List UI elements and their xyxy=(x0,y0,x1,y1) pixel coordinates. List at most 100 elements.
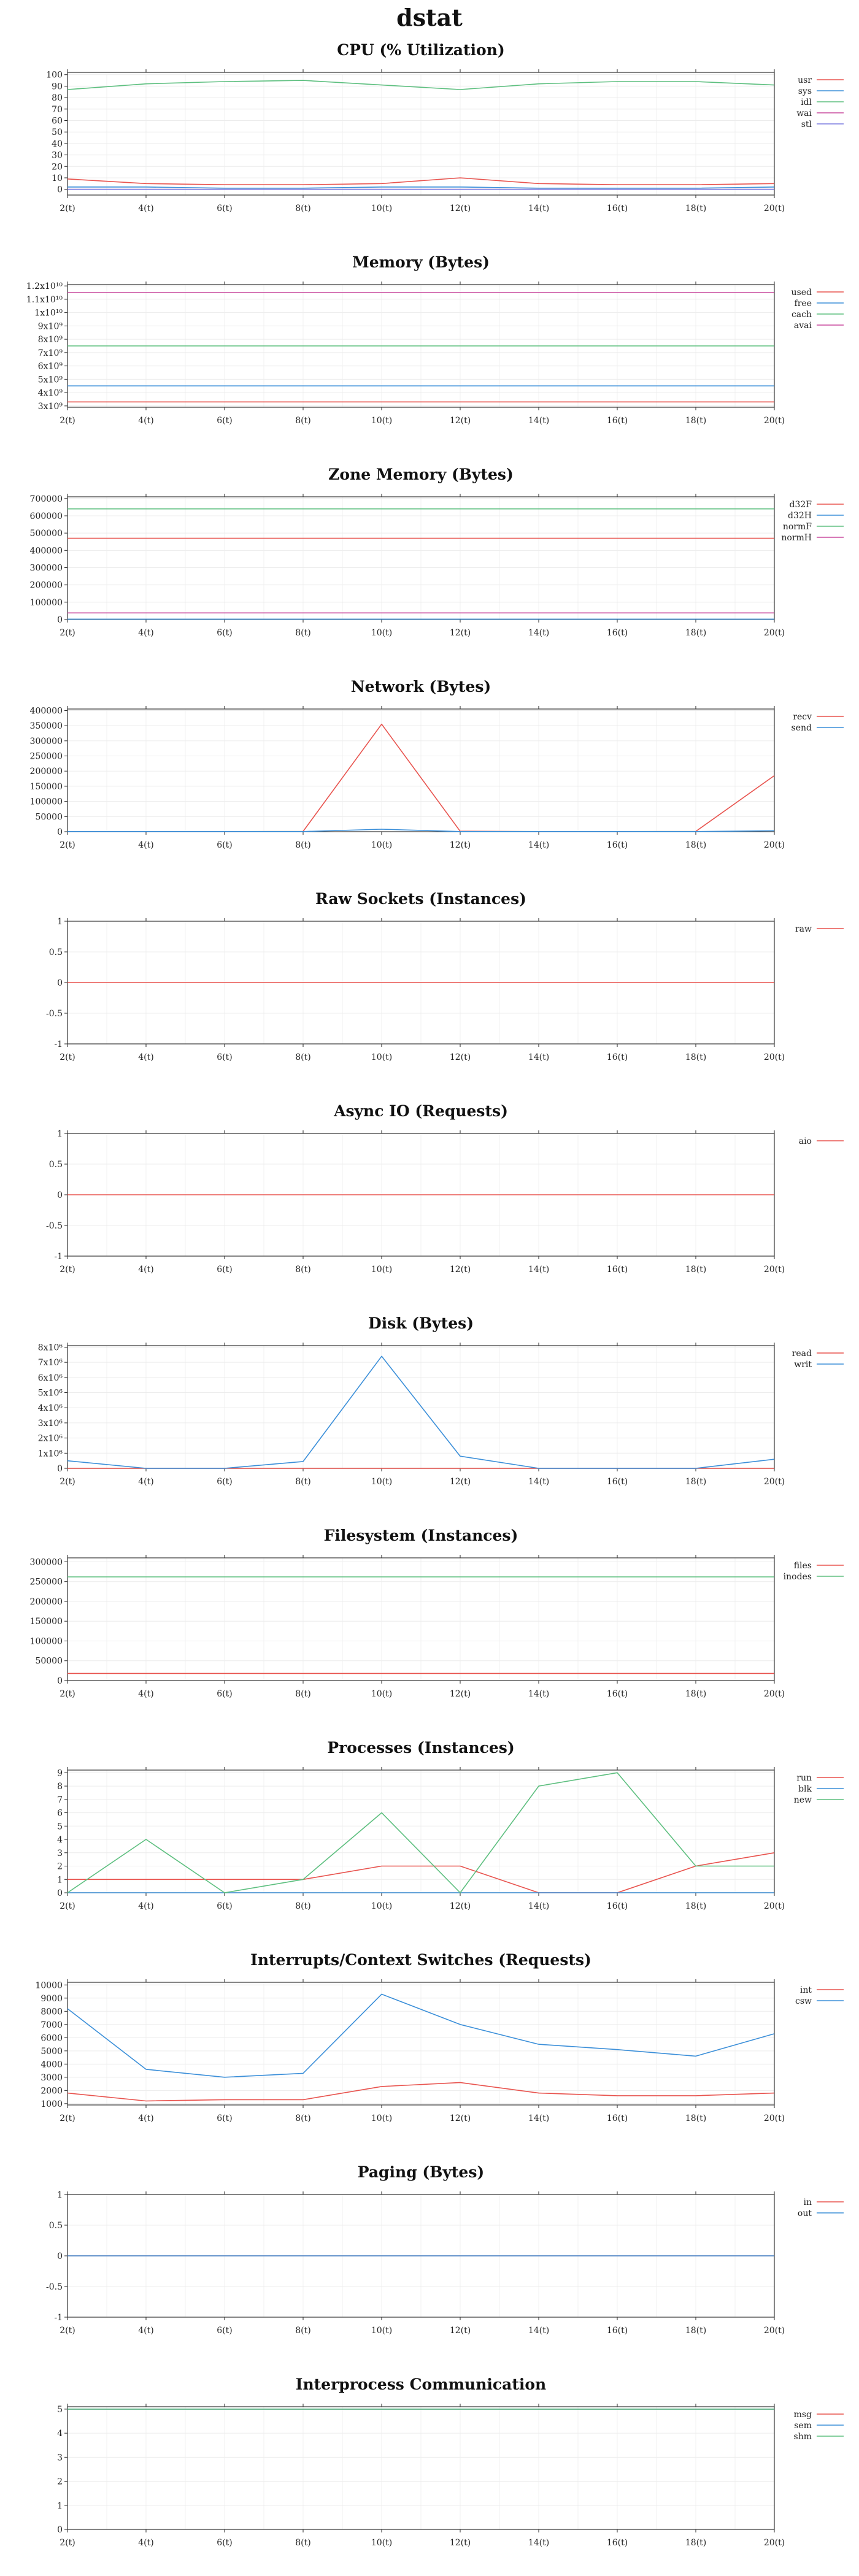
y-tick-label: 5x10⁶ xyxy=(38,1389,63,1398)
y-tick-label: 3 xyxy=(57,1849,63,1858)
page-title: dstat xyxy=(396,4,463,31)
x-tick-label: 20(t) xyxy=(764,416,785,426)
legend-label-aio: aio xyxy=(799,1137,812,1146)
x-tick-label: 4(t) xyxy=(138,2538,153,2548)
y-tick-label: -0.5 xyxy=(46,1221,63,1231)
x-tick-label: 4(t) xyxy=(138,204,153,213)
y-tick-label: 2000 xyxy=(40,2086,63,2096)
y-tick-label: 1 xyxy=(57,2501,63,2511)
y-tick-label: 7x10⁶ xyxy=(38,1358,63,1368)
series-line-new xyxy=(67,1772,774,1893)
plot-frame xyxy=(67,708,775,832)
x-tick-label: 6(t) xyxy=(217,1052,232,1062)
y-tick-label: 100000 xyxy=(30,797,63,807)
charts-container: CPU (% Utilization)010203040506070809010… xyxy=(26,41,844,2548)
y-tick-label: 4000 xyxy=(40,2060,63,2069)
y-tick-label: 40 xyxy=(52,139,63,149)
legend-label-inodes: inodes xyxy=(784,1572,812,1582)
y-tick-label: 3x10⁹ xyxy=(38,402,63,412)
x-tick-label: 8(t) xyxy=(295,1265,310,1275)
y-tick-label: 4 xyxy=(57,1835,63,1845)
x-tick-label: 16(t) xyxy=(607,2538,628,2548)
plot-frame xyxy=(67,72,775,196)
x-tick-label: 10(t) xyxy=(371,1477,392,1487)
y-tick-label: 50000 xyxy=(35,1657,63,1666)
x-tick-label: 14(t) xyxy=(528,2326,549,2336)
x-tick-label: 16(t) xyxy=(607,2326,628,2336)
y-tick-label: 9 xyxy=(57,1768,63,1778)
x-tick-label: 18(t) xyxy=(685,2538,706,2548)
y-tick-label: 80 xyxy=(52,93,63,103)
x-tick-label: 2(t) xyxy=(60,204,75,213)
y-tick-label: 10000 xyxy=(35,1980,63,1990)
y-tick-label: 5 xyxy=(57,2405,63,2415)
x-tick-label: 6(t) xyxy=(217,1477,232,1487)
x-tick-label: 18(t) xyxy=(685,2114,706,2123)
legend-label-read: read xyxy=(792,1349,812,1359)
legend-label-normF: normF xyxy=(783,522,812,532)
x-tick-label: 10(t) xyxy=(371,1265,392,1275)
y-tick-label: 250000 xyxy=(30,752,63,762)
y-tick-label: 8x10⁶ xyxy=(38,1343,63,1352)
y-tick-label: 60 xyxy=(52,117,63,126)
y-tick-label: 300000 xyxy=(30,1557,63,1567)
x-tick-label: 12(t) xyxy=(450,2326,471,2336)
chart-title: Memory (Bytes) xyxy=(352,253,490,271)
x-tick-label: 2(t) xyxy=(60,1901,75,1911)
x-tick-label: 2(t) xyxy=(60,416,75,426)
x-tick-label: 10(t) xyxy=(371,840,392,850)
x-tick-label: 20(t) xyxy=(764,2114,785,2123)
x-tick-label: 4(t) xyxy=(138,840,153,850)
x-tick-label: 12(t) xyxy=(450,2538,471,2548)
chart-title: Interprocess Communication xyxy=(296,2375,546,2393)
y-tick-label: 3000 xyxy=(40,2073,63,2083)
x-tick-label: 16(t) xyxy=(607,2114,628,2123)
x-tick-label: 6(t) xyxy=(217,2114,232,2123)
x-tick-label: 2(t) xyxy=(60,1477,75,1487)
chart-title: Async IO (Requests) xyxy=(333,1102,508,1120)
legend-label-wai: wai xyxy=(796,109,812,118)
y-tick-label: 100000 xyxy=(30,598,63,608)
y-tick-label: 150000 xyxy=(30,782,63,792)
y-tick-label: 100000 xyxy=(30,1636,63,1646)
chart-10: Paging (Bytes)-1-0.500.512(t) 4(t) 6(t) 8(t… xyxy=(46,2163,844,2336)
x-tick-label: 16(t) xyxy=(607,840,628,850)
x-tick-label: 6(t) xyxy=(217,2326,232,2336)
chart-0: CPU (% Utilization)010203040506070809010… xyxy=(46,41,844,213)
y-tick-label: 0 xyxy=(57,827,63,837)
x-tick-label: 6(t) xyxy=(217,1265,232,1275)
legend-label-d32H: d32H xyxy=(788,511,812,521)
chart-title: Raw Sockets (Instances) xyxy=(315,890,526,908)
chart-title: Filesystem (Instances) xyxy=(324,1527,518,1544)
chart-4: Raw Sockets (Instances)-1-0.500.512(t) 4(… xyxy=(46,890,844,1062)
y-tick-label: 8000 xyxy=(40,2007,63,2017)
legend-label-usr: usr xyxy=(798,75,812,85)
legend-label-sem: sem xyxy=(794,2421,812,2431)
x-tick-label: 8(t) xyxy=(295,1052,310,1062)
x-tick-label: 16(t) xyxy=(607,1477,628,1487)
x-tick-label: 10(t) xyxy=(371,1052,392,1062)
y-tick-label: 250000 xyxy=(30,1577,63,1587)
y-tick-label: 6000 xyxy=(40,2033,63,2043)
x-tick-label: 6(t) xyxy=(217,1901,232,1911)
x-tick-label: 2(t) xyxy=(60,2538,75,2548)
x-tick-label: 4(t) xyxy=(138,416,153,426)
x-tick-label: 14(t) xyxy=(528,2114,549,2123)
x-tick-label: 12(t) xyxy=(450,1265,471,1275)
legend-label-csw: csw xyxy=(795,1996,812,2006)
x-tick-label: 20(t) xyxy=(764,1477,785,1487)
x-tick-label: 8(t) xyxy=(295,1477,310,1487)
y-tick-label: 100 xyxy=(46,71,63,80)
y-tick-label: 5x10⁹ xyxy=(38,375,63,385)
x-tick-label: 4(t) xyxy=(138,1265,153,1275)
legend-label-cach: cach xyxy=(792,310,812,320)
legend-label-avai: avai xyxy=(794,321,812,331)
y-tick-label: -0.5 xyxy=(46,2282,63,2292)
x-tick-label: 18(t) xyxy=(685,840,706,850)
y-tick-label: 7x10⁹ xyxy=(38,348,63,358)
y-tick-label: 2 xyxy=(57,1862,63,1872)
chart-title: Processes (Instances) xyxy=(327,1739,514,1757)
y-tick-label: 300000 xyxy=(30,563,63,573)
y-tick-label: 7 xyxy=(57,1795,63,1805)
y-tick-label: 0 xyxy=(57,1676,63,1686)
